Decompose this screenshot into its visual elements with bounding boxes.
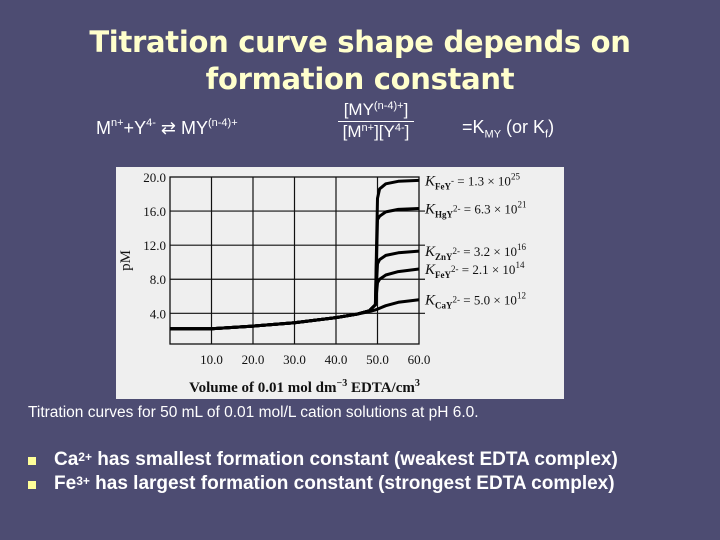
ligand-charge: 4- — [146, 117, 156, 129]
y-tick-label: 16.0 — [143, 204, 166, 219]
equals-k: =K — [462, 117, 485, 137]
bullet-list: Ca2+ has smallest formation constant (we… — [28, 448, 618, 496]
bullet-ion-charge: 2+ — [78, 450, 92, 464]
x-tick-label: 40.0 — [325, 352, 348, 367]
or-text: (or K — [501, 117, 546, 137]
bullet-square-icon — [28, 457, 36, 465]
x-tick-label: 20.0 — [242, 352, 265, 367]
bullet-ion-charge: 3+ — [76, 474, 90, 488]
product-charge: (n-4)+ — [207, 117, 238, 129]
denominator-metal: [M — [342, 122, 362, 141]
titration-chart: 10.0 20.0 30.0 40.0 50.0 60.0 4.0 8.0 12.0 16.0 20… — [116, 167, 564, 399]
series-label: KZnY2- = 3.2 × 1016 — [424, 242, 526, 262]
kf-subscript: f — [545, 128, 549, 141]
formation-constant-label: =KMY (or Kf) — [462, 117, 554, 141]
x-tick-label: 10.0 — [200, 352, 223, 367]
y-tick-label: 8.0 — [150, 272, 166, 287]
numerator-charge: (n-4)+ — [373, 100, 404, 112]
y-tick-label: 20.0 — [143, 170, 166, 185]
y-axis-label: pM — [118, 250, 134, 271]
bullet-ion: Fe — [54, 473, 77, 494]
x-tick-label: 50.0 — [366, 352, 389, 367]
slide-title: Titration curve shape depends on formati… — [0, 24, 720, 98]
series-label: KCaY2- = 5.0 × 1012 — [424, 291, 526, 311]
reaction-equation: Mn++Y4- ⇄ MY(n-4)+ — [96, 117, 238, 139]
curve-series-4 — [170, 298, 420, 331]
y-tick-label: 4.0 — [150, 306, 166, 321]
metal: M — [96, 118, 111, 138]
series-label: KFeY2- = 2.1 × 1014 — [424, 260, 525, 280]
bullet-ion: Ca — [54, 449, 79, 470]
x-axis-label: Volume of 0.01 mol dm−3 EDTA/cm3 — [189, 378, 420, 396]
product: MY — [180, 118, 208, 138]
title-line-2: formation constant — [205, 62, 515, 96]
bullet-text: has smallest formation constant (weakest… — [91, 449, 618, 470]
denominator-ligand: ][Y — [374, 122, 395, 141]
series-label: KHgY2- = 6.3 × 1021 — [424, 200, 526, 220]
chart-svg: 10.0 20.0 30.0 40.0 50.0 60.0 4.0 8.0 12.0 16.0 20… — [118, 170, 526, 396]
title-line-1: Titration curve shape depends on — [89, 25, 631, 59]
equilibrium-arrow-icon: ⇄ — [160, 118, 176, 138]
close-paren: ) — [548, 117, 555, 137]
bullet-square-icon — [28, 481, 36, 489]
denominator-metal-charge: n+ — [361, 122, 375, 134]
chart-caption: Titration curves for 50 mL of 0.01 mol/L… — [28, 404, 479, 421]
bullet-item: Fe3+ has largest formation constant (str… — [28, 472, 618, 496]
x-tick-label: 60.0 — [408, 352, 431, 367]
plus-sign: + — [123, 118, 135, 138]
fraction-numerator: [MY(n-4)+] — [338, 100, 414, 122]
ligand: Y — [134, 118, 147, 138]
fraction-denominator: [Mn+][Y4-] — [338, 122, 414, 142]
numerator-text: [MY — [343, 100, 374, 119]
k-subscript: MY — [484, 128, 502, 141]
denominator-close: ] — [404, 122, 410, 141]
bullet-text: has largest formation constant (stronges… — [89, 473, 615, 494]
denominator-ligand-charge: 4- — [394, 122, 405, 134]
numerator-close: ] — [403, 100, 409, 119]
y-tick-label: 12.0 — [143, 238, 166, 253]
x-tick-label: 30.0 — [283, 352, 306, 367]
bullet-item: Ca2+ has smallest formation constant (we… — [28, 448, 618, 472]
equilibrium-fraction: [MY(n-4)+] [Mn+][Y4-] — [338, 100, 414, 142]
metal-charge: n+ — [111, 117, 124, 129]
series-label: KFeY- = 1.3 × 1025 — [424, 171, 520, 191]
